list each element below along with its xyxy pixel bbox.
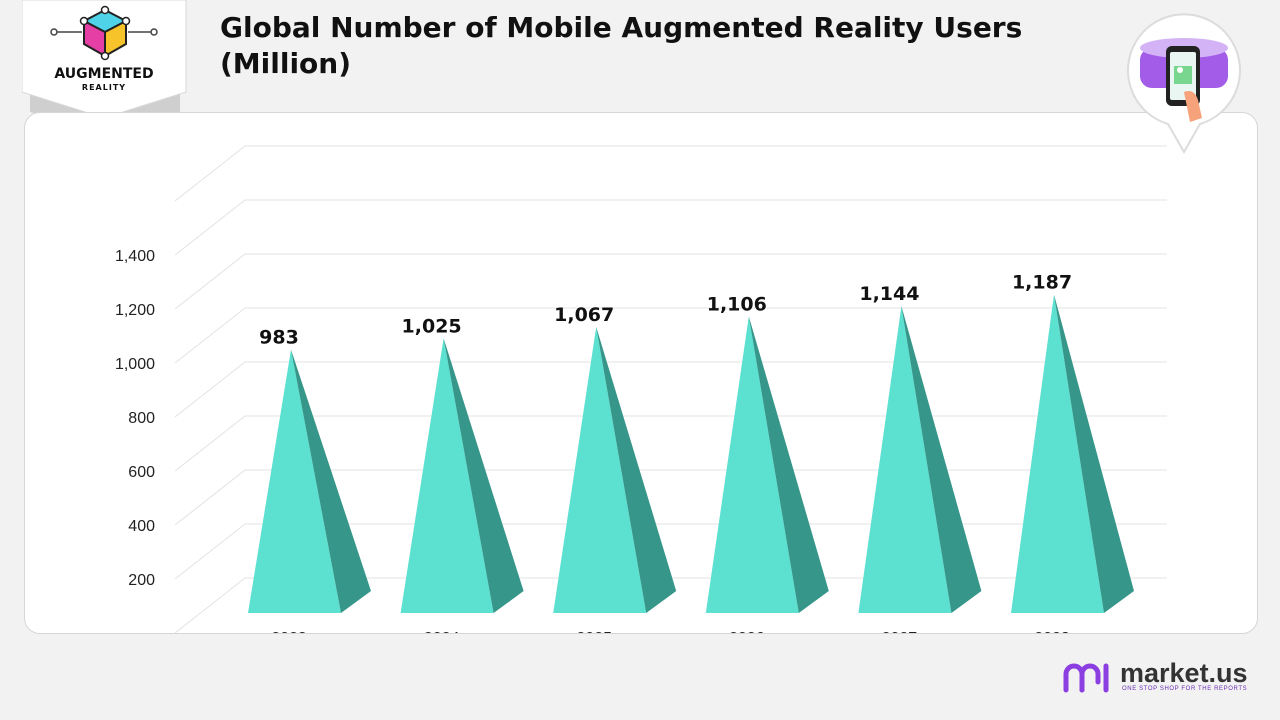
grid-line-depth xyxy=(174,145,246,202)
data-label: 1,067 xyxy=(554,304,614,326)
data-label: 1,106 xyxy=(707,293,767,315)
pyramid-front xyxy=(553,326,647,613)
y-tick-label: 1,200 xyxy=(115,302,155,319)
data-label: 983 xyxy=(259,327,299,349)
data-label: 1,025 xyxy=(402,315,462,337)
x-tick-label: 2025 xyxy=(576,630,612,633)
grid-line-depth xyxy=(174,469,246,526)
pyramid-chart: - 200 400 600 800 1,000 1,200 1,400 983 2023 1,025… xyxy=(115,145,1167,633)
pyramid-side xyxy=(291,349,371,613)
cube-network-icon xyxy=(50,5,158,61)
pyramid-side xyxy=(443,338,524,613)
x-tick-label: 2026 xyxy=(729,630,765,633)
market-us-brand: market.us ONE STOP SHOP FOR THE REPORTS xyxy=(1062,658,1262,696)
brand-name: market.us xyxy=(1120,658,1248,688)
x-tick-label: 2024 xyxy=(424,630,460,633)
x-tick-label: 2028 xyxy=(1034,630,1070,633)
pyramid-front xyxy=(400,338,494,613)
grid-line-depth xyxy=(174,199,246,256)
y-tick-label: - xyxy=(150,626,155,633)
pyramid-front xyxy=(248,349,341,613)
grid-line-depth xyxy=(174,523,246,580)
pyramid-front xyxy=(1011,294,1104,613)
page-title: Global Number of Mobile Augmented Realit… xyxy=(220,11,1023,80)
grid-line-depth xyxy=(174,253,246,310)
grid-line-depth xyxy=(174,307,246,364)
phone-ar-pin-icon xyxy=(1124,12,1244,158)
data-label: 1,144 xyxy=(859,283,919,305)
pyramid-side xyxy=(596,326,677,613)
data-label: 1,187 xyxy=(1012,272,1072,294)
pyramid-side xyxy=(748,316,829,613)
y-tick-label: 600 xyxy=(128,464,155,481)
chart-card: - 200 400 600 800 1,000 1,200 1,400 983 2023 1,025… xyxy=(24,112,1258,634)
x-tick-label: 2023 xyxy=(271,630,307,633)
y-tick-label: 200 xyxy=(128,572,155,589)
pyramid-side xyxy=(1054,294,1134,613)
y-tick-label: 1,000 xyxy=(115,356,155,373)
pyramid-side xyxy=(901,306,982,613)
y-tick-label: 400 xyxy=(128,518,155,535)
grid-line-depth xyxy=(174,415,246,472)
grid-line-depth xyxy=(174,577,246,633)
grid-line-depth xyxy=(174,361,246,418)
badge-line1: AUGMENTED xyxy=(54,66,153,82)
y-tick-label: 800 xyxy=(128,410,155,427)
x-tick-label: 2027 xyxy=(882,630,918,633)
badge-line2: REALITY xyxy=(82,83,126,92)
y-tick-label: 1,400 xyxy=(115,248,155,265)
brand-tagline: ONE STOP SHOP FOR THE REPORTS xyxy=(1122,686,1248,692)
market-us-logo-icon xyxy=(1063,663,1109,693)
pyramid-front xyxy=(705,316,799,613)
pyramid-front xyxy=(858,306,952,613)
